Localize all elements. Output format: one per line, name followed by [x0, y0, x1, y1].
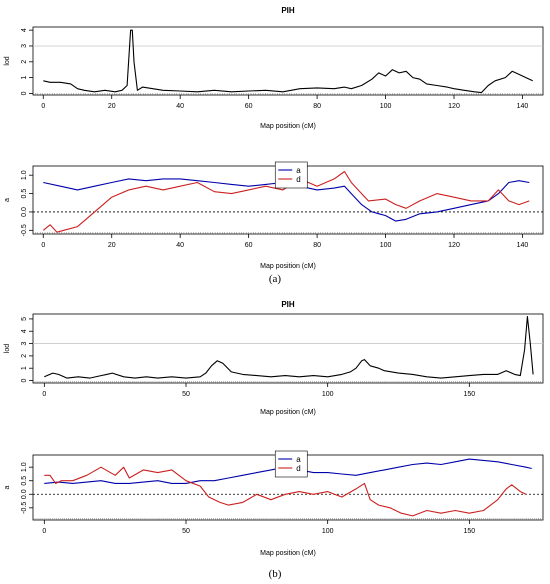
x-tick-label: 80 [313, 103, 321, 110]
y-axis-label: lod [4, 56, 11, 65]
series-line-lod [44, 315, 534, 379]
y-tick-label: 2 [21, 354, 28, 358]
x-tick-label: 80 [313, 242, 321, 249]
x-tick-label: 150 [463, 391, 475, 398]
plot-frame [32, 26, 544, 96]
x-tick-label: 40 [176, 242, 184, 249]
x-axis-label: Map position (cM) [260, 550, 316, 557]
x-tick-label: 50 [182, 391, 190, 398]
x-tick-label: 120 [448, 242, 460, 249]
x-tick-label: 60 [245, 103, 253, 110]
legend-label-a: a [296, 455, 301, 464]
y-tick-label: 1.0 [21, 462, 28, 472]
y-axis-label: a [4, 198, 11, 202]
y-tick-label: 4 [21, 28, 28, 32]
x-tick-label: 50 [182, 528, 190, 535]
x-tick-label: 150 [463, 528, 475, 535]
x-tick-label: 100 [322, 391, 334, 398]
legend-box [274, 161, 308, 189]
y-tick-label: 5 [21, 317, 28, 321]
y-tick-label: 4 [21, 329, 28, 333]
legend-label-d: d [296, 464, 300, 473]
marker-rug [34, 381, 543, 383]
y-tick-label: 2 [21, 60, 28, 64]
y-tick-label: 3 [21, 44, 28, 48]
x-tick-label: 140 [517, 242, 529, 249]
x-tick-label: 20 [108, 242, 116, 249]
y-tick-label: 1 [21, 366, 28, 370]
x-tick-label: 0 [41, 103, 45, 110]
x-tick-label: 0 [42, 391, 46, 398]
y-tick-label: 0 [21, 91, 28, 95]
legend: ad [274, 161, 308, 189]
legend-label-d: d [296, 175, 300, 184]
series-line-d [42, 170, 530, 233]
series-line-a [43, 178, 530, 222]
legend-box [274, 450, 308, 478]
y-tick-label: 1 [21, 76, 28, 80]
y-tick-label: 3 [21, 342, 28, 346]
y-tick-label: 0 [21, 378, 28, 382]
x-tick-label: 0 [41, 242, 45, 249]
caption-b: (b) [269, 568, 282, 580]
series-line-d [44, 466, 527, 517]
y-tick-label: -0.5 [21, 502, 28, 514]
marker-rug [35, 93, 542, 95]
y-tick-label: 0.0 [21, 207, 28, 217]
y-tick-label: 0.5 [21, 189, 28, 199]
legend-label-a: a [296, 166, 301, 175]
y-tick-label: 1.0 [21, 170, 28, 180]
plot-frame [32, 313, 544, 384]
legend: ad [274, 450, 308, 478]
chart-a-lod: 0 20 40 60 80 100 120 140 0 1 2 3 4 PIH Map position (… [4, 6, 544, 130]
x-tick-label: 140 [517, 103, 529, 110]
x-axis-label: Map position (cM) [260, 409, 316, 416]
x-tick-label: 100 [322, 528, 334, 535]
x-axis-label: Map position (cM) [260, 123, 316, 130]
x-tick-label: 40 [176, 103, 184, 110]
x-tick-label: 20 [108, 103, 116, 110]
x-tick-label: 60 [245, 242, 253, 249]
y-tick-label: 0.0 [21, 489, 28, 499]
marker-rug [34, 518, 543, 520]
y-tick-label: -0.5 [21, 224, 28, 236]
caption-a: (a) [269, 273, 282, 285]
y-tick-label: 0.5 [21, 476, 28, 486]
marker-rug [35, 232, 542, 234]
chart-title: PIH [281, 300, 295, 309]
chart-title: PIH [281, 6, 295, 15]
chart-b-lod: 0 50 100 150 0 1 2 3 4 5 PIH Map position (cM) lod [4, 300, 544, 416]
x-axis-label: Map position (cM) [260, 263, 316, 270]
x-tick-label: 120 [448, 103, 460, 110]
series-line-lod [43, 29, 533, 94]
x-tick-label: 100 [380, 242, 392, 249]
y-axis-label: lod [4, 344, 11, 353]
x-tick-label: 100 [380, 103, 392, 110]
y-axis-label: a [4, 485, 11, 489]
x-tick-label: 0 [42, 528, 46, 535]
